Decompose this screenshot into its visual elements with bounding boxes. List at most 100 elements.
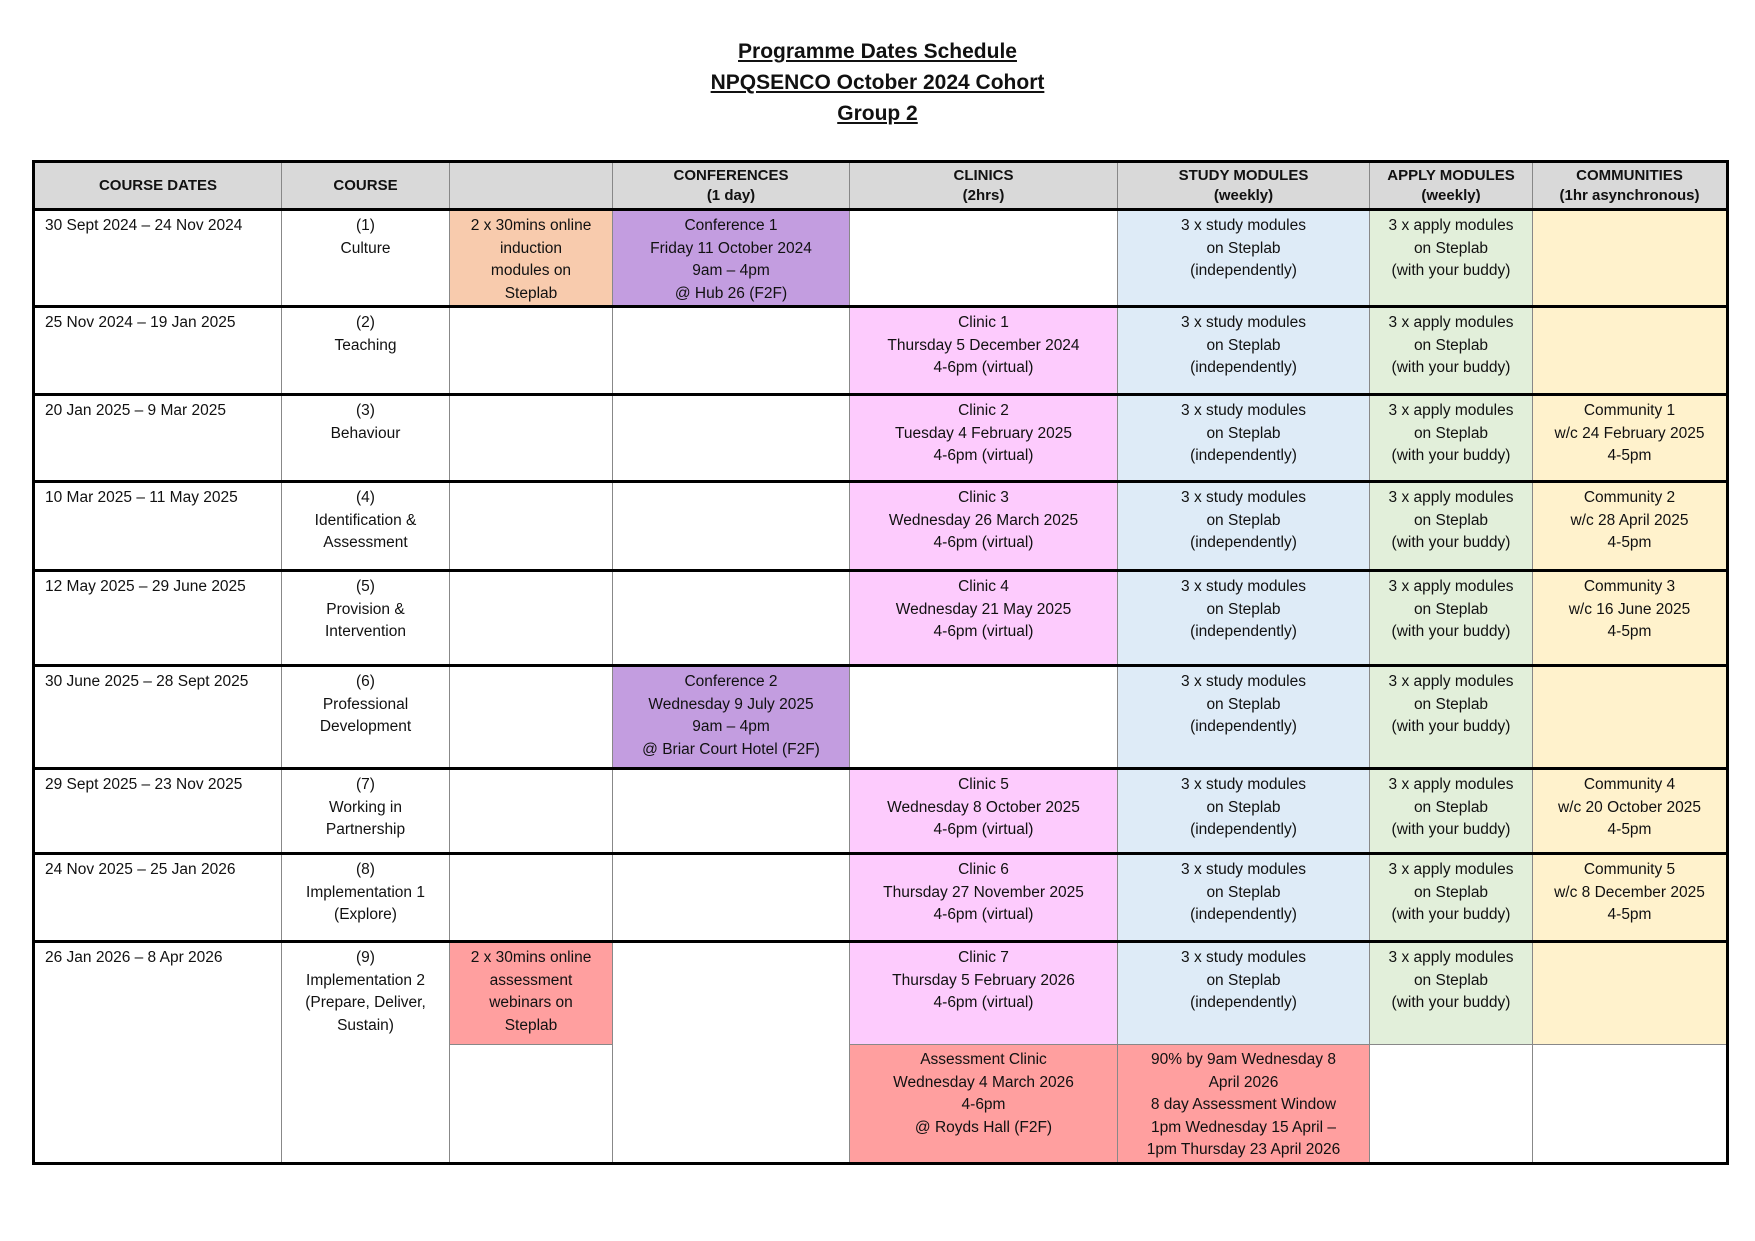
cell-conference [612, 305, 850, 395]
cell-line: 2 x 30mins online [470, 949, 592, 966]
column-header-course: COURSE [281, 161, 450, 211]
cell-apply: 3 x apply modules on Steplab (with your bu… [1369, 305, 1533, 395]
cell-line: 26 Jan 2026 – 8 Apr 2026 [45, 949, 223, 966]
cell-line: CONFERENCES [673, 166, 789, 184]
cell-line: (independently) [1190, 821, 1297, 838]
cell-extra [449, 393, 613, 482]
cell-line: (2) [356, 314, 375, 331]
cell-apply: 3 x apply modules on Steplab (with your bu… [1369, 852, 1533, 942]
cell-community [1532, 664, 1728, 769]
cell-line: Culture [340, 239, 391, 257]
cell-study: 3 x study modules on Steplab (independentl… [1117, 940, 1370, 1045]
cell-community: Community 5 w/c 8 December 2025 4-5pm [1532, 852, 1728, 942]
cell-line: (with your buddy) [1391, 359, 1511, 376]
cell-study: 3 x study modules on Steplab (independentl… [1117, 664, 1370, 769]
cell-line: Conference 2 [684, 673, 778, 690]
cell-line: Community 4 [1583, 776, 1676, 793]
cell-course: (1) Culture [281, 208, 450, 307]
cell-line: (5) [356, 578, 375, 595]
cell-line: on Steplab [1413, 883, 1489, 901]
cell-line: on Steplab [1206, 695, 1281, 713]
cell-line: 3 x study modules [1181, 217, 1306, 234]
cell-conference: Conference 1 Friday 11 October 2024 9am – … [612, 208, 850, 307]
cell-dates: 26 Jan 2026 – 8 Apr 2026 [33, 940, 282, 1163]
cell-clinic: Clinic 3 Wednesday 26 March 2025 4-6pm (vi… [849, 480, 1118, 571]
cell-apply: 3 x apply modules on Steplab (with your bu… [1369, 664, 1533, 769]
cell-line: 4-6pm (virtual) [933, 906, 1034, 923]
cell-clinic: Clinic 1 Thursday 5 December 2024 4-6pm (v… [849, 305, 1118, 395]
cell-line: April 2026 [1208, 1073, 1279, 1091]
cell-line: 3 x study modules [1181, 489, 1306, 506]
cell-line: Working in [329, 798, 402, 816]
column-header-induction [449, 161, 613, 211]
cell-line: 20 Jan 2025 – 9 Mar 2025 [45, 402, 226, 419]
cell-line: Community 2 [1583, 489, 1676, 506]
cell-line: CLINICS [953, 166, 1014, 184]
cell-line: 3 x apply modules [1388, 217, 1514, 234]
cell-clinic: Clinic 7 Thursday 5 February 2026 4-6pm (v… [849, 940, 1118, 1045]
cell-line: (with your buddy) [1391, 623, 1511, 640]
cell-line: Thursday 5 February 2026 [892, 971, 1075, 989]
cell-conference [612, 940, 850, 1163]
cell-line: on Steplab [1413, 600, 1489, 618]
cell-conference [612, 480, 850, 571]
assessment-row: Assessment Clinic Wednesday 4 March 2026 4… [34, 1044, 1728, 1163]
cell-line: 3 x study modules [1181, 673, 1306, 690]
cell-clinic: Clinic 4 Wednesday 21 May 2025 4-6pm (virt… [849, 569, 1118, 666]
cell-extra [449, 852, 613, 942]
cell-line: Identification & [314, 511, 417, 529]
cell-extra [449, 569, 613, 666]
cell-apply: 3 x apply modules on Steplab (with your bu… [1369, 208, 1533, 307]
cell-line: @ Hub 26 (F2F) [674, 284, 788, 302]
cell-course: (4) Identification & Assessment [281, 480, 450, 571]
cell-line: Implementation 2 [306, 971, 425, 989]
cell-line: on Steplab [1206, 883, 1281, 901]
column-header-apply-modules: APPLY MODULES (weekly) [1369, 161, 1533, 211]
cell-line: on Steplab [1206, 971, 1281, 989]
cell-line: Partnership [325, 821, 406, 838]
cell-line: modules on [490, 262, 572, 279]
cell-line: Clinic 5 [958, 776, 1009, 793]
cell-line: Clinic 7 [958, 949, 1009, 966]
title-line: Group 2 [837, 102, 918, 125]
schedule-row: 24 Nov 2025 – 25 Jan 2026 (8) Implementati… [33, 852, 1728, 942]
cell-line: Provision & [326, 600, 405, 618]
cell-dates: 30 June 2025 – 28 Sept 2025 [33, 664, 282, 769]
cell-line: 24 Nov 2025 – 25 Jan 2026 [45, 861, 236, 878]
cell-extra [449, 767, 613, 854]
cell-line: @ Royds Hall (F2F) [914, 1118, 1053, 1136]
cell-line: on Steplab [1413, 424, 1489, 442]
title-line: NPQSENCO October 2024 Cohort [710, 71, 1045, 94]
cell-line: (with your buddy) [1391, 821, 1511, 838]
cell-line: on Steplab [1413, 511, 1489, 529]
cell-community [1532, 940, 1728, 1045]
cell-line: 3 x study modules [1181, 402, 1306, 419]
cell-line: (with your buddy) [1391, 447, 1511, 464]
cell-line: 9am – 4pm [692, 718, 770, 735]
cell-apply: 3 x apply modules on Steplab (with your bu… [1369, 569, 1533, 666]
cell-line: (2hrs) [962, 186, 1005, 204]
cell-apply: 3 x apply modules on Steplab (with your bu… [1369, 940, 1533, 1045]
cell-dates: 24 Nov 2025 – 25 Jan 2026 [33, 852, 282, 942]
cell-line: 9am – 4pm [692, 262, 770, 279]
cell-line: 30 Sept 2024 – 24 Nov 2024 [45, 217, 243, 234]
cell-line: on Steplab [1206, 336, 1281, 354]
cell-line: (Prepare, Deliver, [305, 994, 426, 1011]
cell-line: on Steplab [1206, 600, 1281, 618]
cell-conference [612, 852, 850, 942]
cell-line: 3 x study modules [1181, 314, 1306, 331]
cell-line: COURSE DATES [98, 176, 218, 194]
cell-line: Wednesday 26 March 2025 [888, 511, 1079, 529]
cell-line: 25 Nov 2024 – 19 Jan 2025 [45, 314, 236, 331]
cell-line: Wednesday 21 May 2025 [895, 600, 1072, 618]
cell-line: Thursday 5 December 2024 [887, 336, 1080, 354]
cell-line: on Steplab [1413, 695, 1489, 713]
cell-assessment-community [1532, 1044, 1728, 1163]
cell-line: 3 x apply modules [1388, 402, 1514, 419]
cell-line: 1pm Thursday 23 April 2026 [1146, 1141, 1341, 1158]
cell-clinic [849, 664, 1118, 769]
cell-line: on Steplab [1413, 336, 1489, 354]
cell-community: Community 1 w/c 24 February 2025 4-5pm [1532, 393, 1728, 482]
cell-line: (independently) [1190, 359, 1297, 376]
cell-line: (with your buddy) [1391, 262, 1511, 279]
